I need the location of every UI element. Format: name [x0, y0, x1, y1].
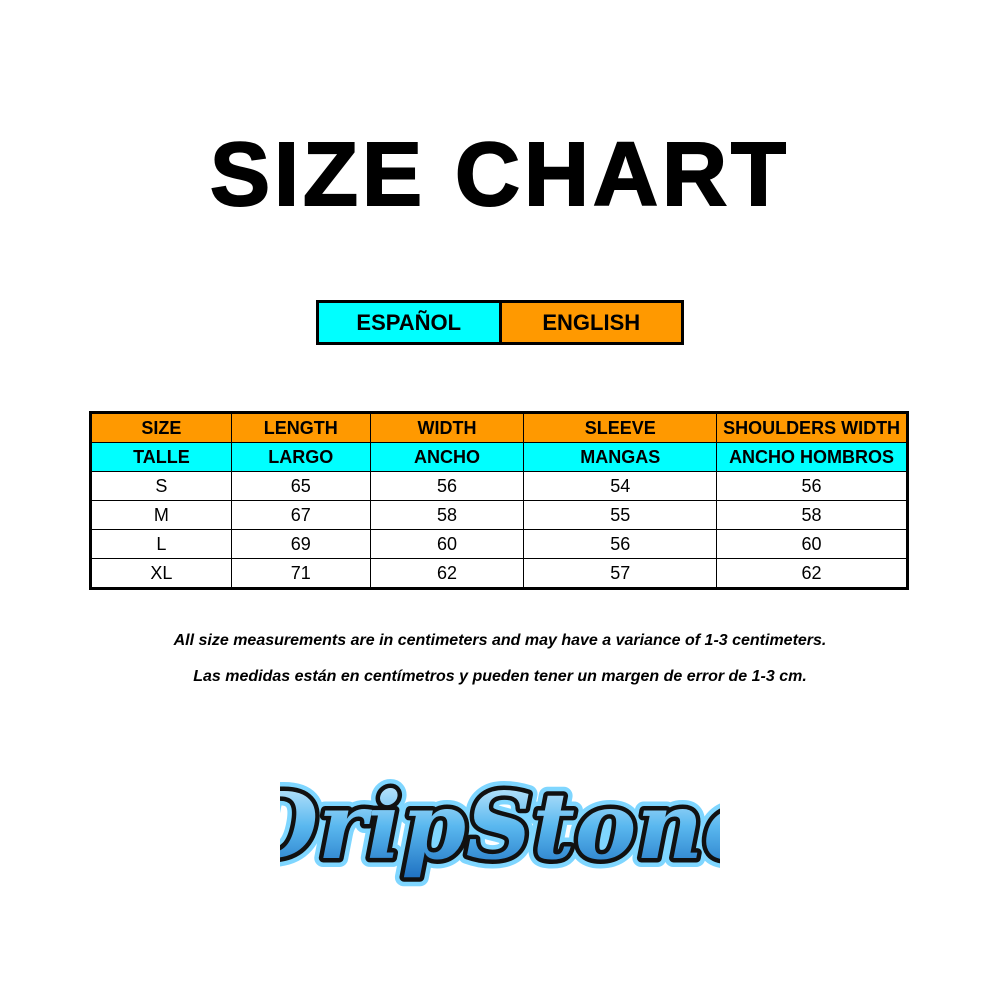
table-cell: M — [90, 500, 232, 530]
header-row-english: SIZE LENGTH WIDTH SLEEVE SHOULDERS WIDTH — [90, 412, 908, 443]
svg-text:DripStone: DripStone — [280, 772, 720, 880]
table-cell: TALLE — [90, 442, 232, 472]
header-row-spanish: TALLE LARGO ANCHO MANGAS ANCHO HOMBROS — [90, 442, 908, 472]
table-cell: 58 — [369, 500, 525, 530]
language-toggle: ESPAÑOL ENGLISH — [316, 300, 684, 345]
table-cell: 60 — [369, 529, 525, 559]
table-cell: 67 — [230, 500, 371, 530]
size-table: SIZE LENGTH WIDTH SLEEVE SHOULDERS WIDTH TALL… — [89, 411, 909, 590]
language-spanish-label: ESPAÑOL — [319, 303, 502, 342]
table-cell: XL — [90, 558, 232, 589]
table-row: XL 71 62 57 62 — [90, 558, 908, 589]
table-row: L 69 60 56 60 — [90, 529, 908, 559]
table-cell: LARGO — [230, 442, 371, 472]
table-cell: S — [90, 471, 232, 501]
table-cell: 69 — [230, 529, 371, 559]
table-cell: 62 — [369, 558, 525, 589]
page-title: SIZE CHART — [209, 124, 790, 226]
table-cell: 58 — [716, 500, 908, 530]
table-cell: ANCHO HOMBROS — [716, 442, 908, 472]
table-cell: SIZE — [90, 412, 232, 443]
note-english: All size measurements are in centimeters… — [173, 632, 827, 649]
table-cell: 55 — [523, 500, 718, 530]
table-cell: 56 — [523, 529, 718, 559]
table-cell: 56 — [369, 471, 525, 501]
svg-text:DripStone: DripStone — [280, 772, 720, 880]
table-cell: 65 — [230, 471, 371, 501]
table-cell: WIDTH — [369, 412, 525, 443]
table-row: M 67 58 55 58 — [90, 500, 908, 530]
table-cell: LENGTH — [230, 412, 371, 443]
table-cell: MANGAS — [523, 442, 718, 472]
table-cell: 54 — [523, 471, 718, 501]
table-cell: 60 — [716, 529, 908, 559]
svg-text:DripStone: DripStone — [280, 772, 720, 880]
table-cell: 62 — [716, 558, 908, 589]
dripstone-logo: DripStone DripStone DripStone — [280, 763, 720, 889]
table-cell: SLEEVE — [523, 412, 718, 443]
table-cell: 71 — [230, 558, 371, 589]
table-cell: 56 — [716, 471, 908, 501]
table-cell: ANCHO — [369, 442, 525, 472]
table-cell: 57 — [523, 558, 718, 589]
table-cell: L — [90, 529, 232, 559]
table-row: S 65 56 54 56 — [90, 471, 908, 501]
table-cell: SHOULDERS WIDTH — [716, 412, 908, 443]
language-english-label: ENGLISH — [501, 303, 681, 342]
note-spanish: Las medidas están en centímetros y puede… — [193, 668, 807, 685]
